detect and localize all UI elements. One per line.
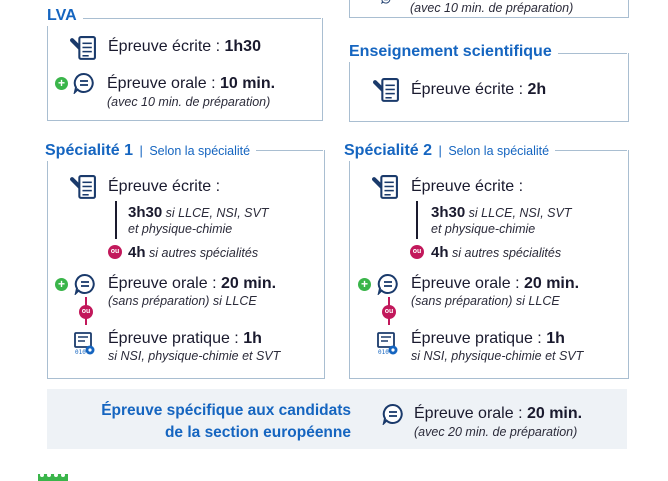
euro-title-line1: Épreuve spécifique aux candidats (101, 402, 351, 419)
spe2-oral: Épreuve orale : 20 min. (411, 275, 580, 292)
logo-fragment-icon (38, 473, 68, 481)
spe2-box (349, 150, 629, 379)
ou-badge: ou (382, 305, 396, 319)
written-icon (372, 174, 399, 201)
spe1-practical: Épreuve pratique : 1h (108, 330, 262, 347)
written-icon (70, 174, 97, 201)
euro-section-panel: Épreuve spécifique aux candidats de la s… (47, 389, 627, 449)
lva-oral-note: (avec 10 min. de préparation) (107, 95, 271, 109)
ens-sci-title: Enseignement scientifique (345, 42, 558, 62)
written-icon (70, 35, 97, 62)
plus-icon: + (55, 77, 68, 90)
ou-badge: ou (410, 245, 424, 259)
spe2-written-label: Épreuve écrite : (411, 178, 524, 195)
spe1-oral: Épreuve orale : 20 min. (108, 275, 277, 292)
lva-written: Épreuve écrite : 1h30 (108, 38, 261, 55)
top-right-partial-note: (avec 10 min. de préparation) (410, 1, 574, 15)
plus-icon: + (55, 278, 68, 291)
spe1-opt2: 4h si autres spécialités (128, 244, 259, 261)
oral-icon (378, 0, 394, 4)
spe1-opt1-note-b: et physique-chimie (128, 222, 233, 236)
spe2-opt1: 3h30 si LLCE, NSI, SVT (431, 204, 572, 221)
practical-icon (377, 332, 399, 356)
ens-sci-written: Épreuve écrite : 2h (411, 81, 547, 98)
spe2-practical: Épreuve pratique : 1h (411, 330, 565, 347)
oral-icon (74, 273, 96, 295)
spe1-oral-note: (sans préparation) si LLCE (108, 294, 257, 308)
spe2-oral-note: (sans préparation) si LLCE (411, 294, 560, 308)
spe2-opt1-note-b: et physique-chimie (431, 222, 536, 236)
plus-icon: + (358, 278, 371, 291)
spe2-title: Spécialité 2 | Selon la spécialité (340, 141, 556, 161)
euro-oral: Épreuve orale : 20 min. (414, 405, 583, 422)
oral-icon (382, 403, 404, 425)
ou-badge: ou (108, 245, 122, 259)
euro-oral-note: (avec 20 min. de préparation) (414, 425, 578, 439)
ens-sci-box (349, 53, 629, 122)
spe1-written-label: Épreuve écrite : (108, 178, 221, 195)
spe1-title: Spécialité 1 | Selon la spécialité (41, 141, 257, 161)
spe2-practical-note: si NSI, physique-chimie et SVT (411, 349, 584, 363)
lva-title: LVA (43, 6, 83, 26)
oral-icon (73, 72, 95, 94)
spe1-opt1: 3h30 si LLCE, NSI, SVT (128, 204, 269, 221)
spe1-box (47, 150, 325, 379)
euro-title-line2: de la section européenne (164, 424, 351, 441)
lva-box (47, 18, 323, 121)
ou-badge: ou (79, 305, 93, 319)
spe2-opt2: 4h si autres spécialités (431, 244, 562, 261)
spe1-practical-note: si NSI, physique-chimie et SVT (108, 349, 281, 363)
oral-icon (377, 273, 399, 295)
written-icon (373, 77, 400, 104)
lva-oral: Épreuve orale : 10 min. (107, 75, 276, 92)
practical-icon (74, 332, 96, 356)
top-right-partial-box (349, 0, 629, 18)
